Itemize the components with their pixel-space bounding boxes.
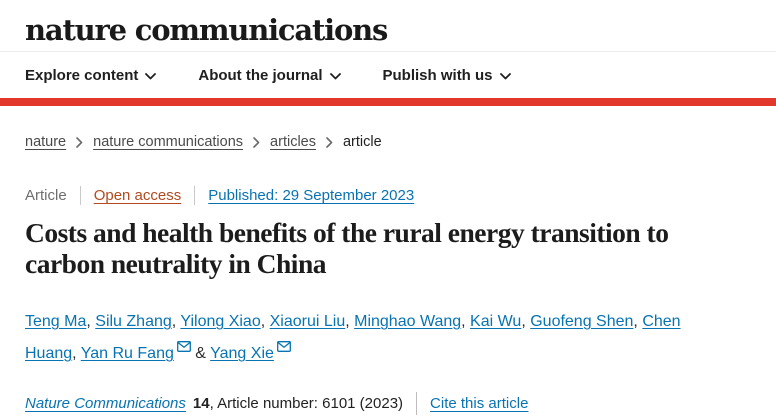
chevron-right-icon xyxy=(253,136,260,148)
journal-logo[interactable]: nature communications xyxy=(25,13,388,47)
author-separator: , xyxy=(633,312,643,330)
author-link[interactable]: Yang Xie xyxy=(210,344,274,362)
nav-about-journal-label: About the journal xyxy=(198,67,323,84)
author-link[interactable]: Yan Ru Fang xyxy=(80,344,174,362)
cite-this-article-link[interactable]: Cite this article xyxy=(430,394,529,412)
breadcrumb: nature nature communications articles ar… xyxy=(25,134,751,150)
citation-divider xyxy=(416,391,418,415)
author-separator: , xyxy=(260,312,270,330)
nav-about-journal[interactable]: About the journal xyxy=(198,67,341,84)
article-title: Costs and health benefits of the rural e… xyxy=(25,217,669,280)
breadcrumb-article-current: article xyxy=(342,134,382,150)
nav-explore-content[interactable]: Explore content xyxy=(25,67,157,84)
volume-number: 14 xyxy=(192,394,210,412)
article-header-section: nature nature communications articles ar… xyxy=(0,134,776,415)
breadcrumb-articles[interactable]: articles xyxy=(270,134,316,150)
author-link[interactable]: Guofeng Shen xyxy=(530,312,634,330)
chevron-down-icon xyxy=(499,73,511,80)
chevron-down-icon xyxy=(329,73,341,80)
nav-publish-with-us-label: Publish with us xyxy=(382,67,493,84)
email-envelope-icon[interactable] xyxy=(176,340,191,352)
published-date-link[interactable]: Published: 29 September 2023 xyxy=(208,187,415,204)
author-link[interactable]: Yilong Xiao xyxy=(180,312,261,330)
site-header: nature communications xyxy=(0,0,776,52)
brand-red-bar xyxy=(0,98,776,106)
main-nav: Explore content About the journal Publis… xyxy=(0,52,776,98)
author-link[interactable]: Chen Huang xyxy=(25,312,681,362)
article-meta-row: Article Open access Published: 29 Septem… xyxy=(25,186,751,205)
author-separator: , xyxy=(86,312,96,330)
author-separator: , xyxy=(461,312,471,330)
author-link[interactable]: Silu Zhang xyxy=(95,312,172,330)
citation-row: Nature Communications 14 , Article numbe… xyxy=(25,391,751,415)
nav-explore-content-label: Explore content xyxy=(25,67,139,84)
article-type-label: Article xyxy=(25,187,67,204)
meta-divider xyxy=(79,186,81,205)
author-separator: , xyxy=(345,312,355,330)
author-link[interactable]: Kai Wu xyxy=(470,312,522,330)
chevron-right-icon xyxy=(326,136,333,148)
chevron-right-icon xyxy=(76,136,83,148)
meta-divider xyxy=(194,186,196,205)
author-link[interactable]: Xiaorui Liu xyxy=(269,312,346,330)
author-separator: , xyxy=(72,344,81,362)
article-number-text: , Article number: 6101 (2023) xyxy=(209,394,404,412)
author-separator: & xyxy=(190,344,211,362)
journal-name-link[interactable]: Nature Communications xyxy=(25,394,186,412)
breadcrumb-nature[interactable]: nature xyxy=(25,134,67,150)
author-link[interactable]: Minghao Wang xyxy=(354,312,462,330)
author-separator: , xyxy=(171,312,181,330)
author-list: Teng Ma, Silu Zhang, Yilong Xiao, Xiaoru… xyxy=(25,306,751,370)
email-envelope-icon[interactable] xyxy=(276,340,291,352)
chevron-down-icon xyxy=(145,73,157,80)
author-link[interactable]: Teng Ma xyxy=(25,312,87,330)
author-separator: , xyxy=(521,312,531,330)
open-access-link[interactable]: Open access xyxy=(93,187,182,204)
nav-publish-with-us[interactable]: Publish with us xyxy=(383,67,511,84)
breadcrumb-nature-communications[interactable]: nature communications xyxy=(93,134,244,150)
